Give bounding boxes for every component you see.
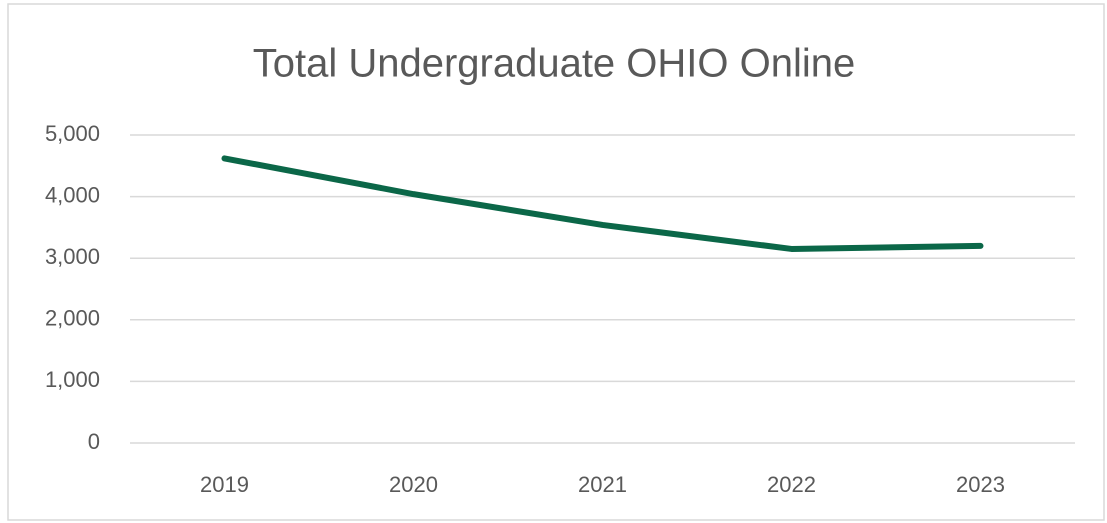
y-tick-label: 1,000 [45, 367, 100, 392]
y-tick-label: 4,000 [45, 182, 100, 207]
chart-frame [7, 3, 1105, 521]
x-tick-label: 2021 [578, 472, 627, 497]
line [221, 155, 984, 252]
y-tick-label: 3,000 [45, 244, 100, 269]
x-tick-label: 2023 [956, 472, 1005, 497]
x-tick-label: 2022 [767, 472, 816, 497]
y-tick-label: 2,000 [45, 306, 100, 331]
y-tick-label: 5,000 [45, 121, 100, 146]
x-tick-label: 2020 [389, 472, 438, 497]
x-tick-label: 2019 [200, 472, 249, 497]
y-tick-label: 0 [88, 429, 100, 454]
chart-title: Total Undergraduate OHIO Online [253, 42, 856, 86]
